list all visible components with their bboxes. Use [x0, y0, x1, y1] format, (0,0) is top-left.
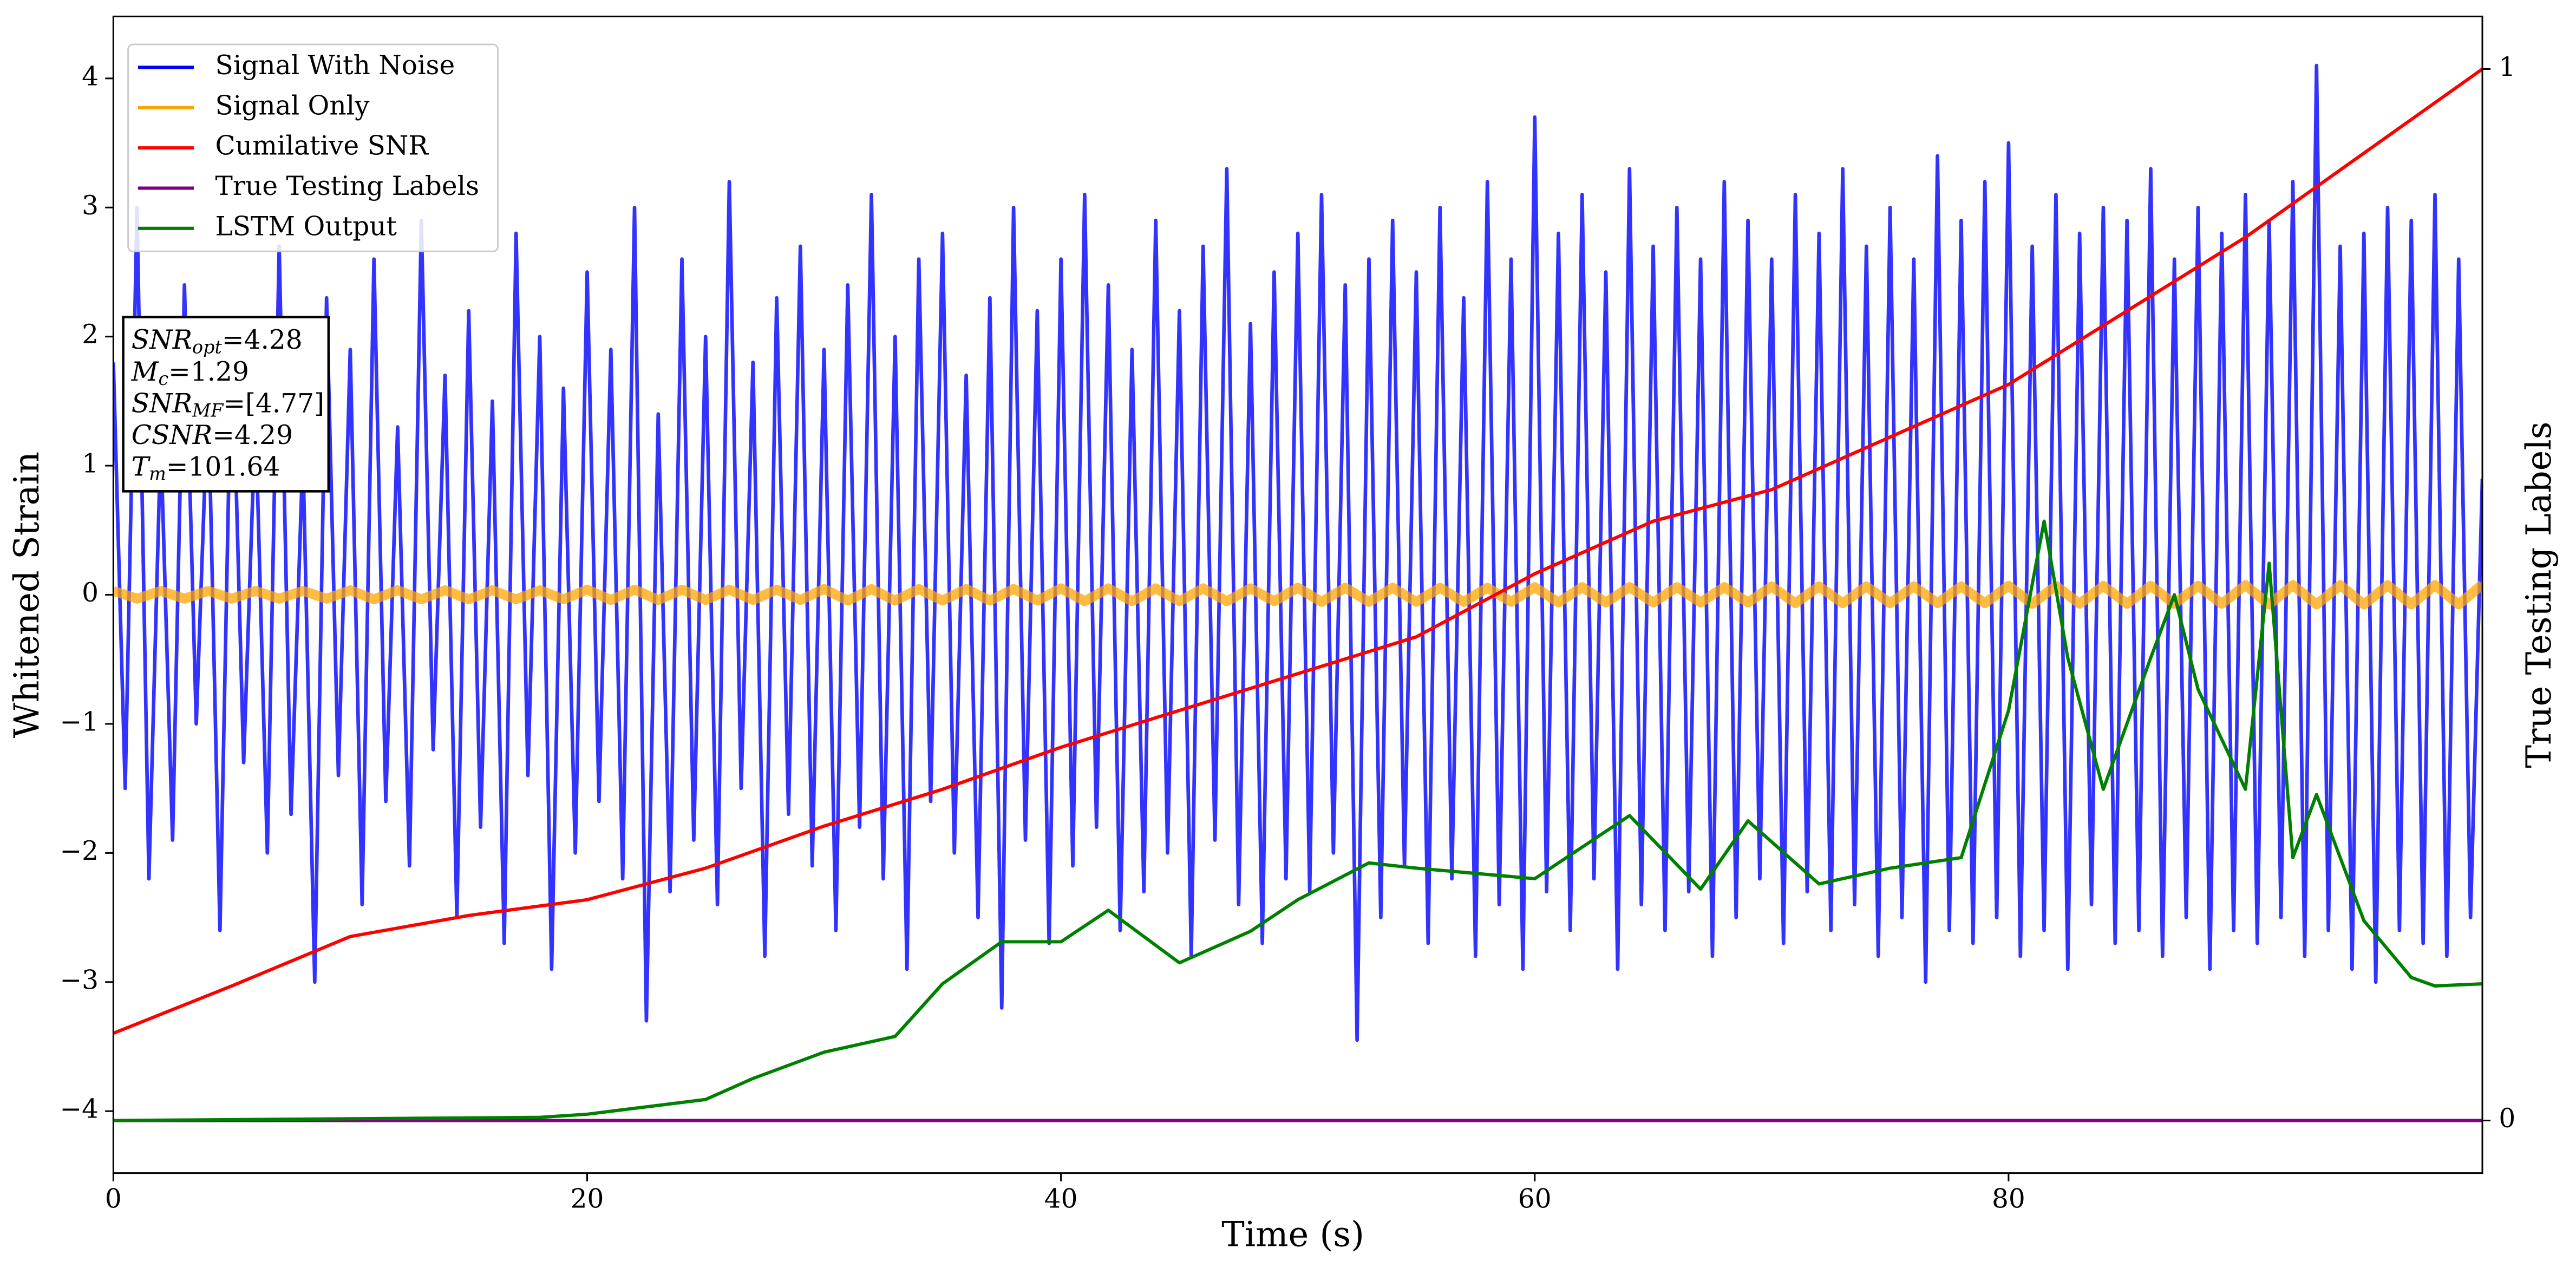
- y2-tick-label: 1: [2499, 52, 2515, 82]
- x-tick-label: 80: [1992, 1184, 2025, 1214]
- plot-area: [113, 63, 2483, 1122]
- annotation-line: SNRMF=[4.77]: [132, 388, 324, 421]
- y2-tick-label: 0: [2499, 1103, 2515, 1134]
- series-line: [113, 68, 2483, 1035]
- annotation-value: =[4.77]: [223, 388, 324, 419]
- series-line: [113, 63, 2483, 1042]
- y-axis-label: Whitened Strain: [7, 452, 47, 738]
- y-tick-label: 3: [82, 191, 99, 221]
- annotation-line: SNRopt=4.28: [132, 325, 303, 358]
- y-tick-label: 1: [82, 449, 99, 479]
- legend-box: [127, 43, 499, 252]
- legend-label: Signal With Noise: [215, 50, 455, 81]
- legend: Signal With Noise Signal Only Cumilative S…: [127, 43, 499, 252]
- annotation-subscript: c: [158, 368, 168, 389]
- x-tick-label: 40: [1044, 1184, 1078, 1214]
- annotation-symbol: CSNR: [132, 420, 212, 450]
- annotation-line: CSNR=4.29: [132, 420, 293, 450]
- y-tick-label: 2: [82, 319, 99, 350]
- legend-label: Signal Only: [215, 90, 370, 121]
- annotation-symbol: SNR: [132, 388, 192, 419]
- series-line: [113, 580, 2483, 610]
- annotation-subscript: MF: [192, 400, 224, 421]
- y-tick-label: −3: [60, 965, 99, 995]
- y2-axis-label: True Testing Labels: [2519, 422, 2559, 768]
- annotation-subscript: m: [149, 463, 166, 485]
- annotation-symbol: T: [132, 452, 151, 482]
- y-tick-label: 0: [82, 578, 99, 608]
- annotation-line: Mc=1.29: [131, 356, 249, 389]
- y-tick-label: −2: [60, 836, 99, 866]
- annotation-value: =4.28: [222, 325, 303, 355]
- annotation: SNRopt=4.28Mc=1.29SNRMF=[4.77]CSNR=4.29T…: [122, 316, 330, 493]
- x-axis-label: Time (s): [1221, 1214, 1364, 1255]
- y-tick-label: −1: [60, 707, 99, 737]
- annotation-value: =4.29: [212, 420, 293, 450]
- legend-label: True Testing Labels: [215, 171, 480, 201]
- legend-label: Cumilative SNR: [215, 131, 429, 161]
- series-line: [113, 519, 2483, 1122]
- annotation-subscript: opt: [192, 336, 222, 357]
- annotation-value: =101.64: [166, 452, 280, 482]
- y-tick-label: −4: [60, 1094, 99, 1125]
- legend-label: LSTM Output: [215, 211, 397, 241]
- annotation-symbol: SNR: [132, 325, 192, 355]
- x-tick-label: 60: [1518, 1184, 1552, 1214]
- annotation-line: Tm=101.64: [132, 452, 280, 485]
- y-tick-label: 4: [82, 61, 99, 92]
- annotation-symbol: M: [131, 356, 159, 387]
- annotation-box: [122, 316, 330, 493]
- x-tick-label: 0: [105, 1184, 122, 1214]
- annotation-value: =1.29: [168, 356, 249, 387]
- x-tick-label: 20: [571, 1184, 604, 1214]
